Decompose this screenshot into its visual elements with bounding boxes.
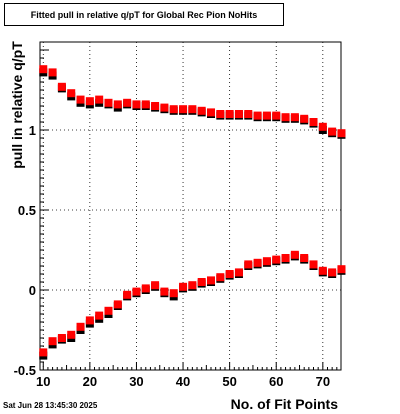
- data-point: [281, 254, 290, 262]
- chart-title-box: Fitted pull in relative q/pT for Global …: [4, 3, 284, 26]
- x-axis-label: No. of Fit Points: [230, 396, 338, 412]
- data-point: [318, 122, 327, 131]
- data-point: [123, 98, 132, 107]
- data-point: [234, 110, 243, 118]
- data-point: [234, 268, 243, 277]
- data-point: [141, 100, 150, 109]
- data-point: [151, 102, 160, 110]
- data-point: [113, 100, 122, 109]
- data-point: [207, 276, 216, 285]
- data-point: [169, 289, 178, 298]
- axes: 10 20 30 40 50 60 70 -0.5 0 0.5 1: [14, 41, 342, 389]
- data-point: [225, 110, 234, 118]
- data-point: [123, 290, 132, 299]
- data-point: [104, 306, 113, 315]
- grid: [40, 42, 341, 371]
- data-point: [57, 82, 66, 91]
- data-point: [309, 260, 318, 269]
- data-point: [253, 258, 262, 267]
- y-tick-label: 0: [29, 283, 36, 298]
- data-point: [95, 311, 104, 320]
- data-point: [300, 114, 309, 123]
- data-point: [76, 95, 85, 104]
- data-point: [141, 284, 150, 293]
- data-point: [95, 95, 104, 104]
- x-tick-label: 20: [83, 374, 97, 389]
- data-point: [318, 266, 327, 275]
- data-point: [216, 273, 225, 282]
- data-point: [262, 257, 271, 266]
- x-tick-label: 30: [129, 374, 143, 389]
- data-point: [132, 100, 141, 109]
- data-marks: [39, 65, 346, 360]
- data-point: [216, 110, 225, 118]
- data-point: [197, 278, 206, 286]
- data-point: [151, 281, 160, 290]
- data-point: [337, 265, 346, 274]
- data-point: [244, 110, 253, 118]
- data-point: [113, 300, 122, 309]
- data-point: [188, 105, 197, 114]
- data-point: [57, 334, 66, 342]
- data-point: [188, 281, 197, 290]
- data-point: [48, 68, 57, 77]
- y-tick-label: 1: [29, 123, 36, 138]
- plot-frame: [39, 41, 342, 371]
- data-point: [67, 89, 76, 98]
- y-tick-label: 0.5: [18, 203, 36, 218]
- data-point: [253, 111, 262, 120]
- data-point: [272, 111, 281, 120]
- x-tick-label: 70: [316, 374, 330, 389]
- data-point: [85, 97, 94, 106]
- data-point: [207, 108, 216, 117]
- data-point: [179, 105, 188, 114]
- data-point: [337, 129, 346, 138]
- data-point: [160, 287, 169, 296]
- data-point: [169, 105, 178, 114]
- data-point: [132, 287, 141, 296]
- data-point: [85, 316, 94, 325]
- data-point: [104, 98, 113, 107]
- data-point: [39, 65, 48, 74]
- data-point: [67, 330, 76, 339]
- data-point: [328, 127, 337, 136]
- x-tick-label: 40: [176, 374, 190, 389]
- data-point: [197, 106, 206, 115]
- data-point: [309, 118, 318, 126]
- x-tick-label: 50: [222, 374, 236, 389]
- data-point: [244, 260, 253, 269]
- data-point: [160, 103, 169, 112]
- x-tick-label: 10: [36, 374, 50, 389]
- data-point: [76, 322, 85, 331]
- y-tick-label: -0.5: [14, 363, 36, 378]
- timestamp: Sat Jun 28 13:45:30 2025: [3, 401, 98, 410]
- data-point: [39, 348, 48, 357]
- data-point: [179, 282, 188, 291]
- chart-title: Fitted pull in relative q/pT for Global …: [30, 9, 258, 20]
- x-tick-label: 60: [269, 374, 283, 389]
- data-point: [272, 255, 281, 264]
- data-point: [48, 337, 57, 346]
- data-point: [290, 113, 299, 122]
- data-point: [328, 268, 337, 277]
- data-point: [281, 113, 290, 122]
- data-point: [300, 254, 309, 262]
- data-point: [225, 270, 234, 278]
- data-point: [290, 250, 299, 259]
- data-point: [262, 111, 271, 120]
- y-axis-label: pull in relative q/pT: [9, 41, 25, 169]
